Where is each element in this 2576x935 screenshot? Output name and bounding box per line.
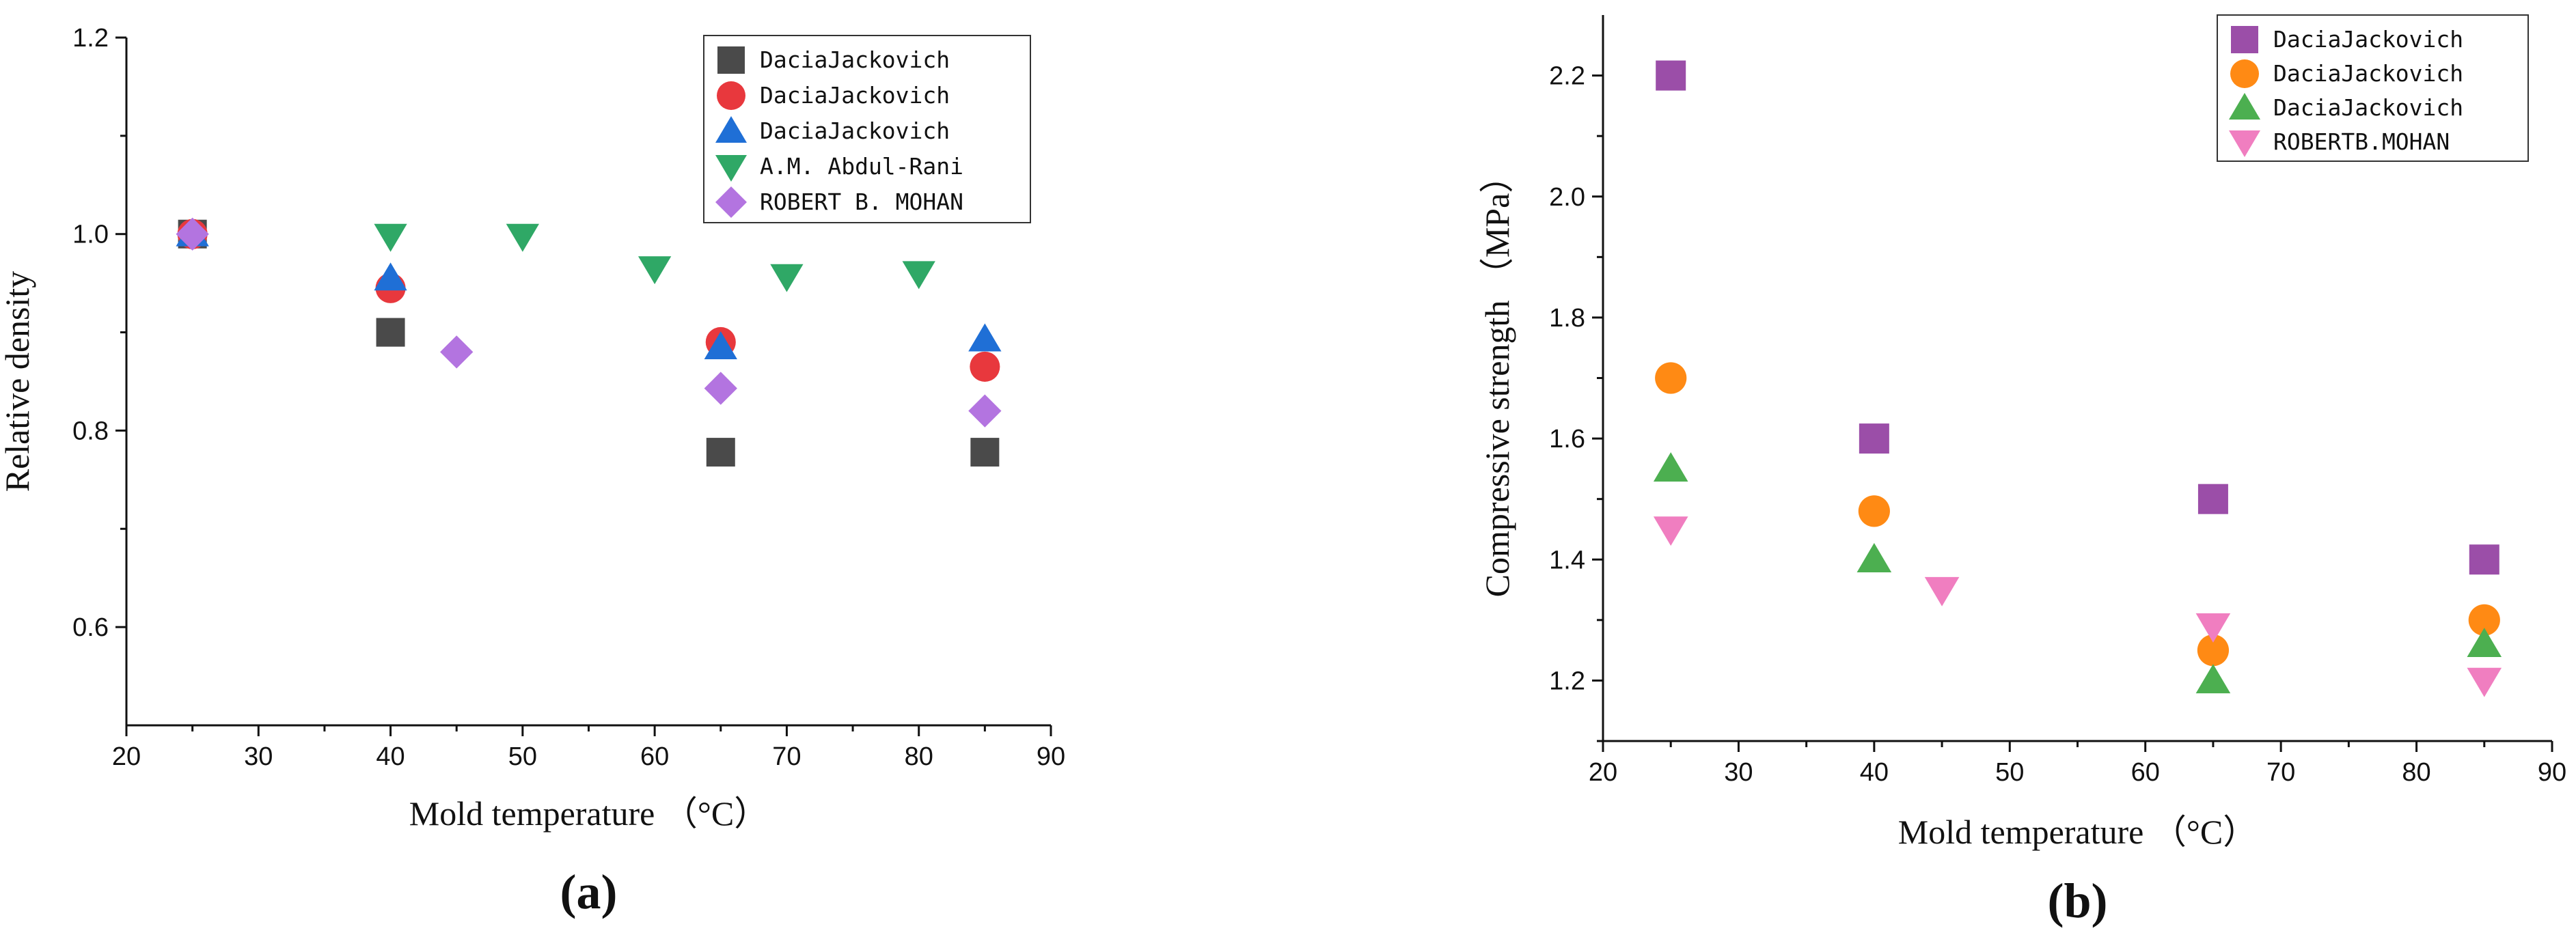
b-x-tick-label: 30 (1724, 758, 1753, 787)
a-series-1 (178, 219, 1000, 467)
a-legend-entry: DaciaJackovich (760, 117, 950, 144)
b-series-1 (1656, 60, 2499, 575)
a-y-tick-label: 1.2 (72, 24, 109, 53)
b-data-point (1655, 362, 1687, 394)
a-series-5 (176, 217, 1002, 428)
chart-panel-a: 20 30 40 50 60 70 80 90 0.6 0.8 1.0 1.2 Mold tempera… (0, 24, 1065, 919)
b-legend-marker (2229, 93, 2260, 120)
b-y-tick-label: 2.2 (1549, 62, 1585, 91)
b-x-tick-label: 20 (1589, 758, 1617, 787)
b-legend-marker (2230, 59, 2259, 88)
b-x-axis-label: Mold temperature （°C） (1898, 813, 2257, 851)
b-panel-label: (b) (2048, 874, 2108, 928)
a-x-tick-label: 90 (1037, 742, 1065, 771)
a-x-tick-label: 20 (112, 742, 141, 771)
a-x-axis-label: Mold temperature （°C） (409, 794, 768, 833)
b-legend-box (2217, 14, 2529, 162)
b-data-point (1653, 452, 1688, 482)
b-data-point (1859, 423, 1889, 454)
b-x-tick-label: 70 (2266, 758, 2295, 787)
b-legend-entry: DaciaJackovich (2273, 26, 2463, 53)
a-data-point (704, 331, 737, 359)
b-data-point (1856, 543, 1892, 572)
a-legend-marker (715, 155, 747, 182)
b-x-tick-label: 80 (2402, 758, 2430, 787)
a-data-point (902, 261, 935, 290)
a-y-tick-label: 1.0 (72, 221, 109, 249)
b-legend-entry: ROBERTB.MOHAN (2273, 128, 2450, 155)
a-data-point (374, 262, 407, 291)
b-x-tick-label: 90 (2538, 758, 2566, 787)
a-data-point (376, 318, 405, 347)
a-legend-entry: DaciaJackovich (760, 82, 950, 109)
a-data-point (440, 335, 474, 369)
b-legend-entry: DaciaJackovich (2273, 94, 2463, 121)
a-x-tick-label: 80 (905, 742, 933, 771)
a-data-point (770, 264, 804, 292)
a-series-2 (177, 219, 1000, 382)
a-data-point (374, 223, 407, 252)
a-x-tick-label: 40 (376, 742, 405, 771)
b-y-tick-label: 1.6 (1549, 425, 1585, 453)
a-y-tick-label: 0.6 (72, 613, 109, 642)
b-legend-marker (2229, 130, 2260, 157)
chart-panel-b: 20 30 40 50 60 70 80 90 1.2 1.4 1.6 1.8 2.0 2.2 Mold t… (1478, 14, 2566, 928)
a-series-3 (176, 218, 1002, 359)
a-data-point (506, 223, 540, 252)
b-y-tick-label: 2.0 (1549, 183, 1585, 212)
a-series-4 (374, 223, 935, 292)
a-panel-label: (a) (560, 865, 618, 919)
b-series-4 (1653, 516, 2502, 697)
a-data-point (706, 438, 735, 467)
b-data-point (2195, 664, 2231, 694)
a-legend-marker (715, 186, 747, 218)
a-legend-marker (715, 116, 747, 143)
a-data-point (704, 372, 737, 405)
b-data-point (1924, 576, 1960, 606)
a-legend-entry: ROBERT B. MOHAN (760, 189, 963, 215)
a-data-point (638, 256, 672, 285)
a-x-tick-label: 30 (244, 742, 273, 771)
b-data-point (2467, 628, 2502, 657)
b-data-point (1656, 60, 1686, 91)
a-data-point (970, 351, 1000, 382)
b-x-tick-label: 40 (1860, 758, 1889, 787)
a-legend-entry: A.M. Abdul-Rani (760, 153, 963, 180)
a-legend-entry: DaciaJackovich (760, 46, 950, 73)
a-legend-box (703, 35, 1031, 223)
b-data-point (2467, 667, 2502, 697)
b-series-2 (1655, 362, 2500, 667)
b-y-tick-label: 1.8 (1549, 304, 1585, 333)
b-data-point (2468, 604, 2500, 636)
a-y-tick-label: 0.8 (72, 417, 109, 445)
b-legend-entry: DaciaJackovich (2273, 60, 2463, 87)
b-data-point (1653, 516, 1688, 546)
a-y-axis-label: Relative density (0, 271, 36, 492)
b-data-point (2195, 613, 2231, 643)
b-data-point (2197, 484, 2228, 514)
b-y-tick-label: 1.4 (1549, 546, 1585, 574)
a-legend-marker (717, 46, 745, 74)
b-data-point (1858, 495, 1890, 527)
b-y-tick-label: 1.2 (1549, 667, 1585, 695)
b-y-axis-label: Compressive strength （MPa） (1478, 159, 1516, 598)
a-data-point (176, 217, 209, 251)
a-data-point (968, 323, 1002, 352)
a-x-tick-label: 60 (640, 742, 669, 771)
b-x-tick-label: 60 (2131, 758, 2160, 787)
a-data-point (968, 394, 1002, 428)
a-data-point (970, 438, 1000, 467)
a-x-tick-label: 70 (772, 742, 801, 771)
b-legend-marker (2231, 26, 2258, 53)
a-legend-marker (717, 81, 745, 110)
b-data-point (2197, 634, 2230, 667)
b-data-point (2469, 544, 2499, 575)
b-x-tick-label: 50 (1995, 758, 2024, 787)
a-x-tick-label: 50 (508, 742, 537, 771)
b-series-3 (1653, 452, 2502, 694)
